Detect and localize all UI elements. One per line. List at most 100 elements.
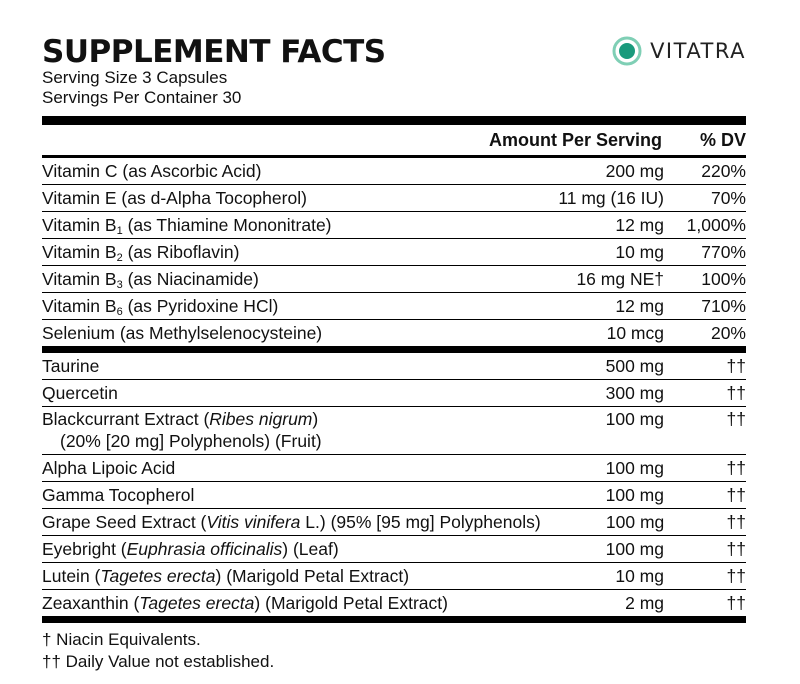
nutrient-subscript: 2 — [116, 252, 123, 264]
table-row: Zeaxanthin (Tagetes erecta) (Marigold Pe… — [42, 590, 746, 616]
footnotes: † Niacin Equivalents. †† Daily Value not… — [42, 629, 746, 673]
brand-name: VITATRA — [650, 39, 746, 63]
table-row: Blackcurrant Extract (Ribes nigrum) (20% … — [42, 407, 746, 454]
amount-value: 10 mg — [615, 566, 664, 586]
ingredient-name-text: Eyebright ( — [42, 539, 127, 559]
dv-value: 100% — [701, 269, 746, 289]
amount-value: 100 mg — [605, 512, 665, 532]
row-divider — [42, 379, 746, 380]
amount-value: 10 mg — [615, 242, 664, 262]
nutrient-name-text: Selenium (as Methylselenocysteine) — [42, 323, 323, 343]
nutrient-name: Vitamin C (as Ascorbic Acid) — [42, 159, 540, 183]
section-rule — [42, 346, 746, 353]
nutrient-name-text: Vitamin B — [42, 215, 117, 235]
amount-value: 500 mg — [605, 356, 664, 376]
dv-value: 70% — [710, 188, 746, 208]
nutrient-name-text: Vitamin C (as Ascorbic Acid) — [42, 161, 262, 181]
others-section: Taurine 500 mg †† Quercetin 300 mg †† Blackcur… — [42, 353, 746, 616]
nutrient-name-text: Vitamin B — [42, 242, 117, 262]
ingredient-detail: (20% [20 mg] Polyphenols) (Fruit) — [60, 431, 322, 451]
servings-per-container: Servings Per Container 30 — [42, 88, 242, 107]
nutrient-name: Vitamin B1 (as Thiamine Mononitrate) — [42, 213, 540, 237]
row-divider — [42, 211, 746, 212]
ingredient-name-suffix: ) — [312, 409, 319, 429]
dv-value: 220% — [701, 161, 746, 181]
ingredient-name-line: Eyebright (Euphrasia officinalis) (Leaf) — [42, 539, 339, 559]
ingredient-name-line: Zeaxanthin (Tagetes erecta) (Marigold Pe… — [42, 593, 448, 613]
amount-value: 100 mg — [605, 409, 664, 429]
nutrient-subscript: 3 — [116, 279, 123, 291]
footnote-daily-value: †† Daily Value not established. — [42, 652, 275, 671]
row-divider — [42, 265, 746, 266]
ingredient-name-suffix: ) (Leaf) — [282, 539, 339, 559]
dv-value: †† — [726, 593, 746, 613]
table-row: Gamma Tocopherol 100 mg †† — [42, 482, 746, 508]
amount-per-serving-header: Amount Per Serving — [488, 130, 662, 150]
nutrient-form: (as Pyridoxine HCl) — [122, 296, 279, 316]
ingredient-name-text: Gamma Tocopherol — [42, 485, 195, 505]
ingredient-latin-name: Euphrasia officinalis — [126, 539, 283, 559]
ingredient-name-suffix: ) (Marigold Petal Extract) — [215, 566, 410, 586]
ingredient-name-line: Grape Seed Extract (Vitis vinifera L.) (… — [42, 512, 541, 532]
ingredient-name-line: Taurine — [42, 356, 99, 376]
row-divider — [42, 319, 746, 320]
supplement-facts-panel: SUPPLEMENT FACTS Serving Size 3 Capsules… — [42, 36, 746, 673]
row-divider — [42, 454, 746, 455]
row-divider — [42, 481, 746, 482]
table-row: Alpha Lipoic Acid 100 mg †† — [42, 455, 746, 481]
table-row: Vitamin E (as d-Alpha Tocopherol) 11 mg (… — [42, 185, 746, 211]
dv-value: †† — [726, 539, 746, 559]
table-row: Quercetin 300 mg †† — [42, 380, 746, 406]
amount-value: 100 mg — [605, 485, 664, 505]
ingredient-name: Quercetin — [42, 381, 540, 405]
row-divider — [42, 589, 746, 590]
ingredient-name-text: Alpha Lipoic Acid — [42, 458, 176, 478]
footnote-niacin: † Niacin Equivalents. — [42, 630, 201, 649]
nutrient-subscript: 6 — [116, 306, 123, 318]
nutrient-name-text: Vitamin B — [42, 269, 117, 289]
dv-value: †† — [726, 512, 746, 532]
table-row: Selenium (as Methylselenocysteine) 10 mcg… — [42, 320, 746, 346]
ingredient-name-text: Quercetin — [42, 383, 118, 403]
table-row: Grape Seed Extract (Vitis vinifera L.) (… — [42, 509, 746, 535]
amount-value: 11 mg (16 IU) — [558, 188, 664, 208]
amount-value: 2 mg — [625, 593, 664, 613]
table-row: Taurine 500 mg †† — [42, 353, 746, 379]
ingredient-name: Zeaxanthin (Tagetes erecta) (Marigold Pe… — [42, 591, 540, 615]
brand-logo: VITATRA — [612, 36, 746, 66]
nutrient-name-text: Vitamin B — [42, 296, 117, 316]
ingredient-name-suffix: L.) (95% [95 mg] Polyphenols) — [300, 512, 541, 532]
ingredient-name: Lutein (Tagetes erecta) (Marigold Petal … — [42, 564, 540, 588]
ingredient-latin-name: Tagetes erecta — [100, 566, 216, 586]
ingredient-name-line: Blackcurrant Extract (Ribes nigrum) — [42, 409, 318, 429]
amount-value: 12 mg — [615, 215, 664, 235]
dv-value: 770% — [701, 242, 746, 262]
amount-value: 100 mg — [605, 458, 664, 478]
ingredient-name: Eyebright (Euphrasia officinalis) (Leaf) — [42, 537, 540, 561]
nutrient-form: (as Thiamine Mononitrate) — [122, 215, 332, 235]
amount-value: 12 mg — [615, 296, 664, 316]
nutrient-name: Vitamin B2 (as Riboflavin) — [42, 240, 540, 264]
row-divider — [42, 562, 746, 563]
table-row: Vitamin C (as Ascorbic Acid) 200 mg 220% — [42, 158, 746, 184]
dv-value: 1,000% — [686, 215, 746, 235]
ingredient-name: Taurine — [42, 354, 540, 378]
dv-value: †† — [726, 458, 746, 478]
panel-title: SUPPLEMENT FACTS — [42, 34, 386, 70]
panel-header: SUPPLEMENT FACTS Serving Size 3 Capsules… — [42, 34, 746, 107]
ingredient-latin-name: Vitis vinifera — [206, 512, 301, 532]
nutrient-form: (as Riboflavin) — [122, 242, 240, 262]
nutrient-name: Vitamin B3 (as Niacinamide) — [42, 267, 540, 291]
dv-value: †† — [726, 356, 746, 376]
amount-value: 16 mg NE† — [576, 269, 664, 289]
ingredient-latin-name: Ribes nigrum — [209, 409, 313, 429]
top-rule — [42, 116, 746, 125]
ingredient-name-line: Alpha Lipoic Acid — [42, 458, 175, 478]
vitatra-logo-icon — [612, 36, 642, 66]
row-divider — [42, 238, 746, 239]
nutrient-name-text: Vitamin E (as d-Alpha Tocopherol) — [42, 188, 307, 208]
table-row: Vitamin B6 (as Pyridoxine HCl) 12 mg 710% — [42, 293, 746, 319]
nutrient-name: Vitamin B6 (as Pyridoxine HCl) — [42, 294, 540, 318]
ingredient-name-line: Quercetin — [42, 383, 118, 403]
amount-value: 10 mcg — [606, 323, 664, 343]
